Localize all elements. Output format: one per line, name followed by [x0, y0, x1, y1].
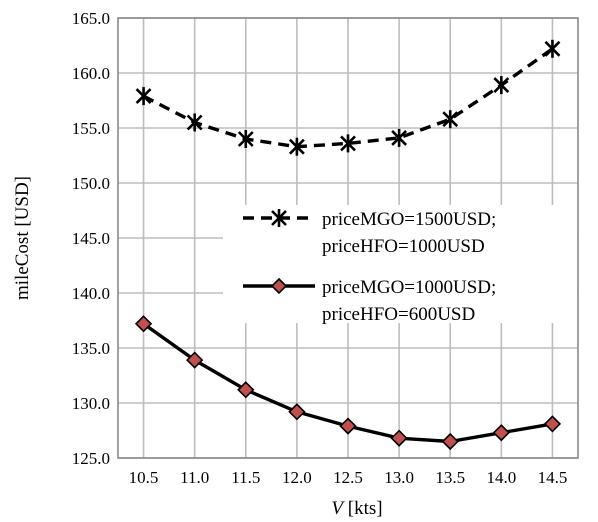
series-1-line — [142, 47, 554, 149]
series-1-point — [135, 87, 152, 106]
x-tick-label: 12.0 — [282, 468, 312, 487]
y-tick-label: 130.0 — [72, 394, 110, 413]
series-2-point — [339, 417, 357, 435]
series-1-point — [391, 128, 408, 147]
x-tick-label: 13.0 — [384, 468, 414, 487]
series-1-point — [442, 110, 459, 129]
y-tick-label: 135.0 — [72, 339, 110, 358]
y-tick-label: 155.0 — [72, 119, 110, 138]
series-1-point — [237, 130, 254, 148]
x-tick-label: 11.0 — [180, 468, 209, 487]
series-2-point — [186, 351, 204, 369]
y-tick-label: 125.0 — [72, 449, 110, 468]
legend-background — [223, 205, 577, 323]
legend-series-1-label-line2: priceHFO=1000USD — [322, 236, 485, 257]
legend-series-2-label-line1: priceMGO=1000USD; — [322, 277, 496, 298]
legend: priceMGO=1500USD; priceHFO=1000USD price… — [243, 209, 496, 325]
series-2-point — [134, 315, 153, 333]
x-tick-label: 14.0 — [486, 468, 516, 487]
x-axis-label: V [kts] — [331, 498, 382, 519]
series-2-point — [390, 429, 408, 447]
y-tick-label: 165.0 — [72, 9, 110, 28]
y-tick-label: 140.0 — [72, 284, 110, 303]
series-1-point — [493, 76, 510, 95]
x-axis-label-unit: [kts] — [343, 498, 383, 519]
x-axis-tick-labels: 10.5 11.0 11.5 12.0 12.5 13.0 13.5 14.0 14.5 — [129, 468, 568, 487]
series-2-point — [492, 424, 510, 442]
x-tick-label: 12.5 — [333, 468, 363, 487]
legend-series-2-marker-icon — [270, 277, 288, 295]
series-2-point — [441, 432, 459, 451]
x-tick-label: 13.5 — [435, 468, 465, 487]
plot-frame — [117, 17, 579, 459]
x-tick-label: 11.5 — [231, 468, 260, 487]
y-tick-label: 160.0 — [72, 64, 110, 83]
series-2-point — [237, 381, 255, 399]
legend-series-1-marker-icon — [271, 209, 287, 227]
y-tick-label: 150.0 — [72, 174, 110, 193]
y-tick-label: 145.0 — [72, 229, 110, 248]
y-axis-label: mileCost [USD] — [12, 176, 33, 300]
series-1-point — [340, 134, 356, 153]
legend-series-1-label-line1: priceMGO=1500USD; — [322, 209, 496, 230]
y-axis-tick-labels: 125.0 130.0 135.0 140.0 145.0 150.0 155.0 160.0… — [72, 9, 110, 468]
x-axis-label-symbol: V — [331, 498, 345, 519]
x-tick-label: 14.5 — [538, 468, 568, 487]
series-2-point — [288, 403, 306, 421]
series-1-point — [544, 39, 561, 58]
x-tick-label: 10.5 — [129, 468, 159, 487]
legend-series-2-label-line2: priceHFO=600USD — [322, 304, 475, 325]
series-1-point — [288, 137, 305, 156]
series-1-point — [186, 113, 203, 132]
series-lines — [134, 39, 562, 451]
series-2-point — [543, 415, 562, 433]
